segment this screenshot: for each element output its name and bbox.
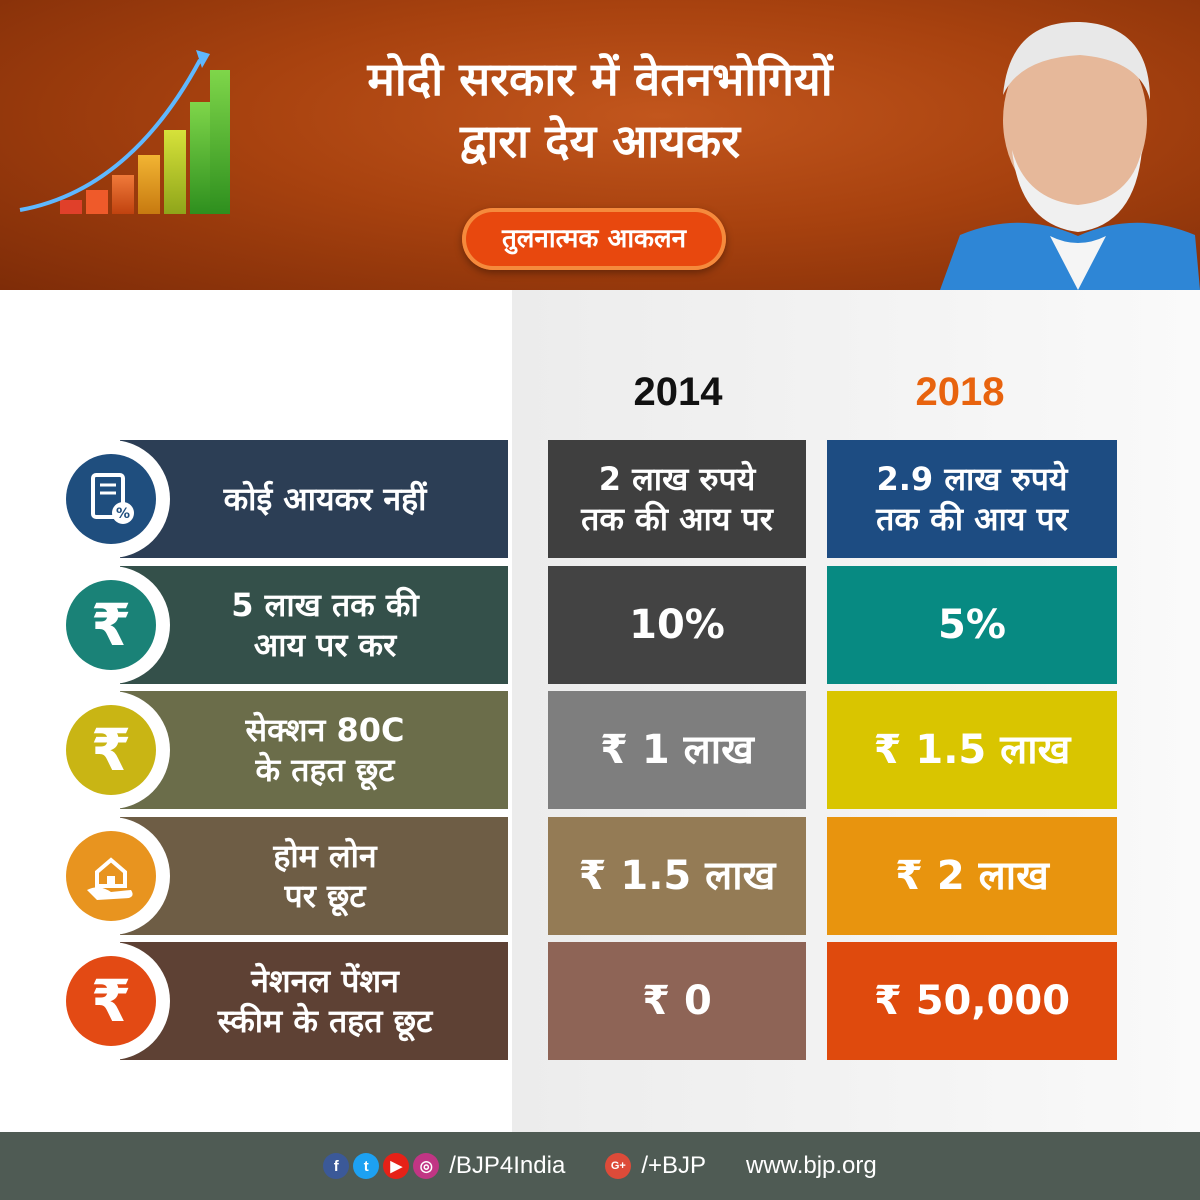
value-2014: 2 लाख रुपये तक की आय पर <box>548 440 806 558</box>
value-2014: ₹ 1 लाख <box>548 691 806 809</box>
title-line-1: मोदी सरकार में वेतनभोगियों <box>367 52 833 106</box>
footer-bar: f t ▶ ◎ /BJP4India G+ /+BJP www.bjp.org <box>0 1132 1200 1200</box>
row-label: नेशनल पेंशन स्कीम के तहत छूट <box>217 962 433 1040</box>
label-box <box>120 691 508 809</box>
comparison-row-nps: नेशनल पेंशन स्कीम के तहत छूट ₹ ₹ 0 ₹ 50,… <box>0 942 1200 1060</box>
year-header-2018: 2018 <box>915 370 1005 414</box>
rupee-icon: ₹ <box>66 956 156 1046</box>
icon-ring: ₹ <box>52 942 170 1060</box>
value-2018: 2.9 लाख रुपये तक की आय पर <box>827 440 1117 558</box>
page-title: मोदी सरकार में वेतनभोगियों द्वारा देय आय… <box>260 48 940 172</box>
tax-document-icon: % <box>66 454 156 544</box>
header-banner: मोदी सरकार में वेतनभोगियों द्वारा देय आय… <box>0 0 1200 290</box>
instagram-icon[interactable]: ◎ <box>413 1153 440 1179</box>
social-handle[interactable]: /BJP4India <box>449 1152 566 1179</box>
rupee-icon: ₹ <box>66 705 156 795</box>
value-2018: ₹ 2 लाख <box>827 817 1117 935</box>
icon-ring: % <box>52 440 170 558</box>
label-box <box>120 942 508 1060</box>
svg-text:%: % <box>116 506 130 522</box>
comparison-row-80c: सेक्शन 80C के तहत छूट ₹ ₹ 1 लाख ₹ 1.5 ला… <box>0 691 1200 809</box>
subtitle-pill: तुलनात्मक आकलन <box>462 208 726 270</box>
title-line-2: द्वारा देय आयकर <box>459 114 741 168</box>
value-2014: 10% <box>548 566 806 684</box>
row-label: 5 लाख तक की आय पर कर <box>231 586 419 664</box>
label-box <box>120 440 508 558</box>
comparison-row-home-loan: होम लोन पर छूट ₹ 1.5 लाख ₹ 2 लाख <box>0 817 1200 935</box>
value-2018: ₹ 1.5 लाख <box>827 691 1117 809</box>
social-icons: f t ▶ ◎ <box>323 1153 443 1179</box>
label-box <box>120 817 508 935</box>
value-2014: ₹ 1.5 लाख <box>548 817 806 935</box>
rupee-icon: ₹ <box>66 580 156 670</box>
comparison-row-tax-rate: 5 लाख तक की आय पर कर ₹ 10% 5% <box>0 566 1200 684</box>
value-2014: ₹ 0 <box>548 942 806 1060</box>
gplus-handle[interactable]: /+BJP <box>641 1152 707 1179</box>
value-2018: ₹ 50,000 <box>827 942 1117 1060</box>
growth-chart-icon <box>19 50 230 214</box>
icon-ring: ₹ <box>52 566 170 684</box>
row-label: होम लोन पर छूट <box>273 837 377 915</box>
icon-ring: ₹ <box>52 691 170 809</box>
comparison-row-no-tax: कोई आयकर नहीं % 2 लाख रुपये तक की आय पर … <box>0 440 1200 558</box>
twitter-icon[interactable]: t <box>353 1153 380 1179</box>
home-loan-hand-icon <box>66 831 156 921</box>
google-plus-icon[interactable]: G+ <box>605 1153 632 1179</box>
row-label: कोई आयकर नहीं <box>223 480 427 518</box>
facebook-icon[interactable]: f <box>323 1153 350 1179</box>
youtube-icon[interactable]: ▶ <box>383 1153 410 1179</box>
icon-ring <box>52 817 170 935</box>
label-box <box>120 566 508 684</box>
portrait-image <box>940 21 1200 290</box>
value-2018: 5% <box>827 566 1117 684</box>
website-link[interactable]: www.bjp.org <box>746 1152 877 1179</box>
year-header-2014: 2014 <box>633 370 723 414</box>
row-label: सेक्शन 80C के तहत छूट <box>245 711 405 789</box>
